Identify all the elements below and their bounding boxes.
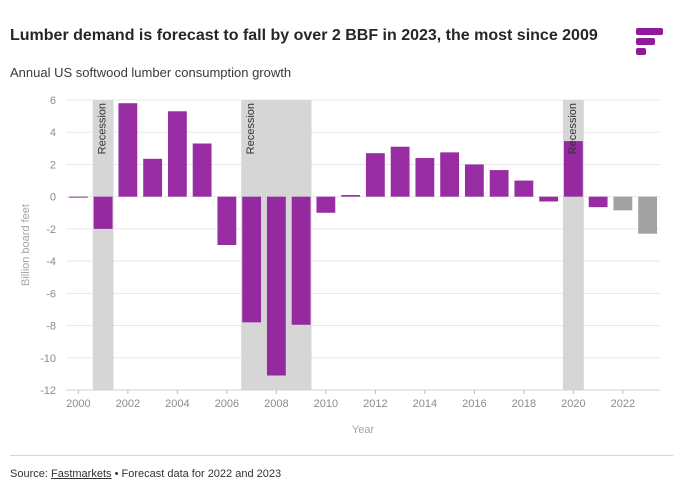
bar-2017 <box>489 170 509 197</box>
x-tick-label: 2022 <box>611 398 635 410</box>
bar-2015 <box>440 152 460 197</box>
recession-label: Recession <box>97 103 109 154</box>
x-tick-label: 2006 <box>215 398 239 410</box>
bar-2006 <box>217 196 237 245</box>
bar-2002 <box>118 103 138 197</box>
x-tick-label: 2016 <box>462 398 486 410</box>
recession-label: Recession <box>245 103 257 154</box>
bar-2007 <box>242 196 262 323</box>
bullet-separator: • <box>114 468 119 480</box>
bar-2011 <box>341 195 361 197</box>
x-tick-label: 2012 <box>363 398 387 410</box>
bar-2003 <box>143 158 163 197</box>
bar-2008 <box>266 196 286 376</box>
recession-label: Recession <box>567 103 579 154</box>
bar-2020 <box>563 141 583 197</box>
y-tick-label: -12 <box>40 385 56 397</box>
y-tick-label: 0 <box>50 192 56 204</box>
bar-2009 <box>291 196 311 325</box>
fastmarkets-logo-icon <box>636 28 663 55</box>
recession-band <box>92 100 114 390</box>
x-tick-label: 2000 <box>66 398 90 410</box>
y-tick-label: -6 <box>46 288 56 300</box>
y-tick-label: 4 <box>50 127 56 139</box>
bar-2001 <box>93 196 113 229</box>
bar-2013 <box>390 146 410 197</box>
y-tick-label: -2 <box>46 224 56 236</box>
bar-2004 <box>167 111 187 197</box>
bar-2018 <box>514 180 534 197</box>
x-axis-title: Year <box>352 424 375 436</box>
bar-2021 <box>588 196 608 208</box>
bar-2014 <box>415 158 435 197</box>
x-tick-label: 2002 <box>116 398 140 410</box>
bar-2005 <box>192 143 212 197</box>
x-tick-label: 2004 <box>165 398 189 410</box>
source-line: Source: Fastmarkets • Forecast data for … <box>10 468 281 480</box>
y-tick-label: -10 <box>40 353 56 365</box>
y-tick-label: 2 <box>50 159 56 171</box>
x-tick-label: 2008 <box>264 398 288 410</box>
bar-2012 <box>365 153 385 197</box>
y-tick-label: 6 <box>50 95 56 107</box>
y-tick-label: -8 <box>46 321 56 333</box>
y-axis-title: Billion board feet <box>20 204 32 286</box>
x-tick-label: 2014 <box>413 398 437 410</box>
bar-2010 <box>316 196 336 213</box>
source-prefix: Source: <box>10 468 48 480</box>
footer-divider <box>10 455 673 456</box>
bar-2000 <box>68 196 88 198</box>
x-tick-label: 2020 <box>561 398 585 410</box>
forecast-note: Forecast data for 2022 and 2023 <box>121 468 282 480</box>
bar-2016 <box>464 164 484 197</box>
bar-2022 <box>613 196 633 211</box>
bar-2019 <box>539 196 559 202</box>
bar-2023 <box>638 196 658 234</box>
x-tick-label: 2010 <box>314 398 338 410</box>
chart-title: Lumber demand is forecast to fall by ove… <box>10 27 598 44</box>
x-tick-label: 2018 <box>512 398 536 410</box>
source-link[interactable]: Fastmarkets <box>50 468 112 480</box>
chart-subtitle: Annual US softwood lumber consumption gr… <box>10 65 292 80</box>
bar-chart: Recession Recession Recession 6 4 2 0 -2 -4 -6 -8 -… <box>20 95 660 436</box>
y-tick-label: -4 <box>46 256 56 268</box>
